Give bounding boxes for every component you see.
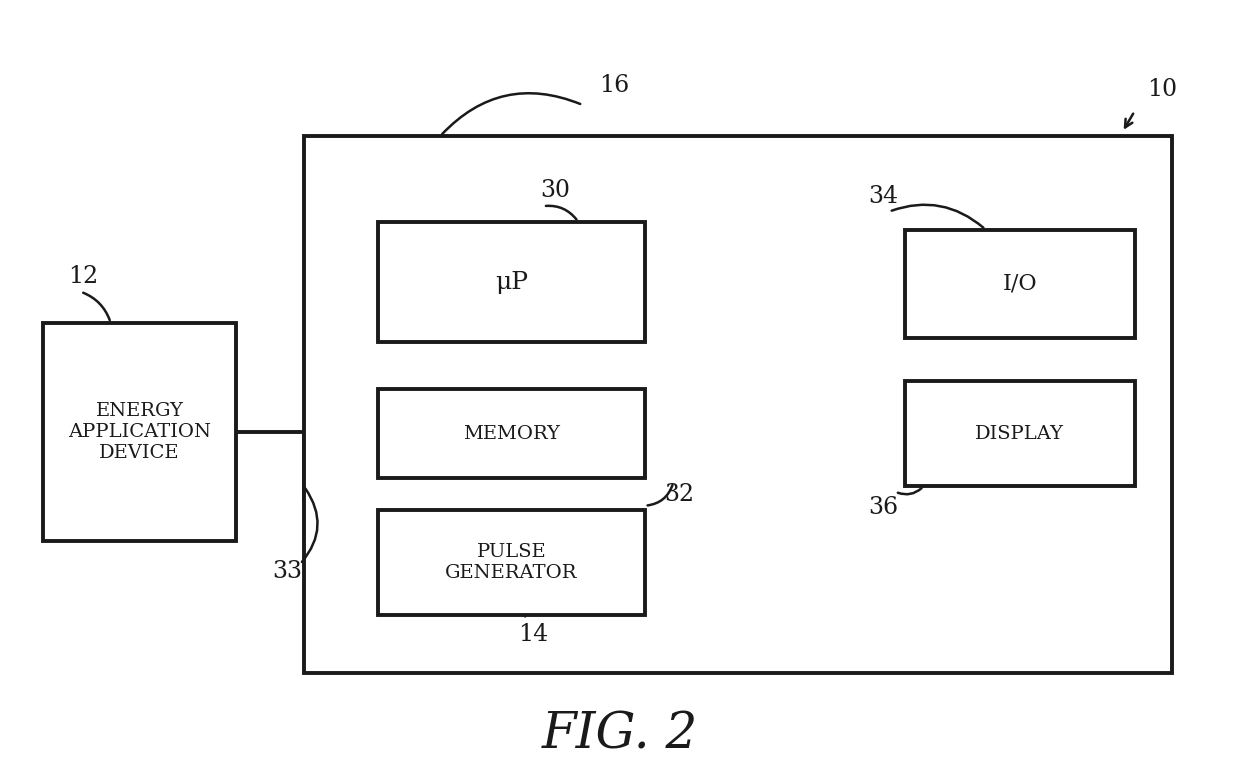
Text: 14: 14 [518,622,548,646]
Bar [905,230,1135,338]
Text: 36: 36 [868,496,898,519]
Bar [905,381,1135,486]
Bar [378,222,645,342]
Text: I/O: I/O [1003,273,1037,295]
Bar [378,510,645,615]
Text: 32: 32 [665,482,694,506]
Text: μP: μP [495,271,528,293]
Text: DISPLAY: DISPLAY [976,425,1064,443]
Text: 16: 16 [599,74,629,97]
Bar [304,136,1172,673]
Text: FIG. 2: FIG. 2 [542,710,698,760]
Text: 12: 12 [68,265,98,288]
Text: 30: 30 [541,179,570,202]
Text: ENERGY
APPLICATION
DEVICE: ENERGY APPLICATION DEVICE [68,402,211,461]
Text: 33: 33 [273,560,303,584]
Text: 10: 10 [1147,78,1177,101]
Text: 34: 34 [868,184,898,208]
Text: MEMORY: MEMORY [463,425,560,443]
Bar [43,323,236,541]
Bar [378,389,645,478]
Text: PULSE
GENERATOR: PULSE GENERATOR [445,543,578,581]
